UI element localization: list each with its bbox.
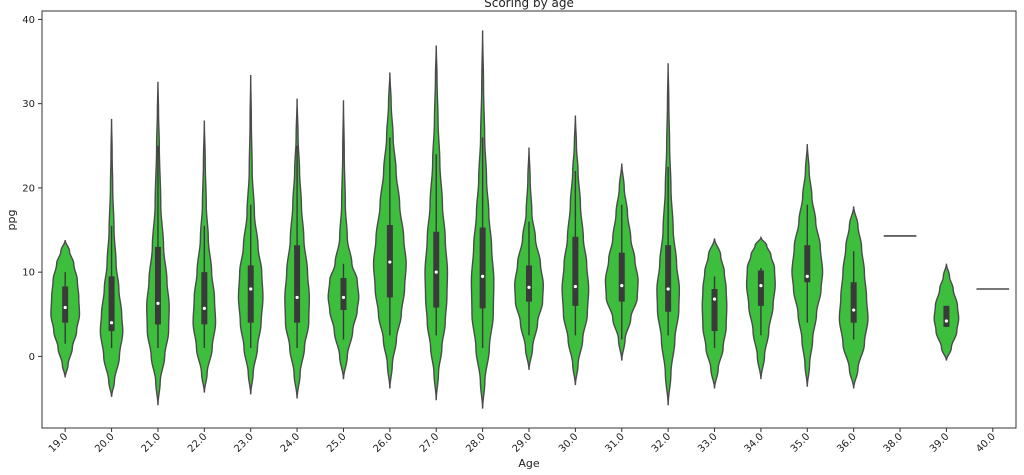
violin-median — [712, 297, 717, 301]
x-tick-label: 30.0 — [557, 431, 581, 455]
x-tick-label: 22.0 — [186, 431, 210, 455]
violin-iqr-box — [665, 245, 672, 312]
y-tick-label: 0 — [29, 352, 35, 363]
violin-median — [666, 287, 670, 291]
violin-32.0 — [656, 63, 681, 406]
violin-28.0 — [470, 30, 495, 409]
violin-median — [944, 319, 949, 323]
violin-35.0 — [791, 144, 824, 387]
violin-median — [481, 274, 485, 278]
x-tick-label: 34.0 — [743, 431, 767, 455]
x-tick-label: 40.0 — [974, 431, 998, 455]
violin-27.0 — [424, 45, 449, 401]
violin-iqr-box — [340, 278, 347, 311]
violin-median — [573, 284, 577, 289]
x-axis-label: Age — [518, 457, 540, 470]
violin-24.0 — [284, 98, 311, 399]
violin-median — [202, 306, 206, 310]
y-tick-label: 10 — [22, 268, 35, 279]
violin-median — [620, 284, 624, 288]
violin-median — [388, 260, 392, 264]
violin-33.0 — [701, 238, 728, 389]
x-tick-label: 29.0 — [511, 431, 535, 455]
violin-iqr-box — [711, 289, 718, 332]
violin-34.0 — [745, 235, 776, 380]
violin-19.0 — [50, 240, 81, 378]
violin-iqr-box — [108, 276, 115, 332]
y-axis-label: ppg — [5, 210, 18, 231]
x-tick-label: 38.0 — [882, 431, 906, 455]
violin-median — [109, 321, 114, 325]
violin-median — [249, 287, 253, 291]
plot-area — [50, 30, 1010, 409]
violin-median — [156, 301, 160, 305]
violin-iqr-box — [247, 265, 254, 323]
violin-iqr-box — [943, 305, 950, 327]
x-tick-label: 36.0 — [835, 431, 859, 455]
y-axis: 0 10 20 30 40 — [22, 15, 42, 363]
violin-iqr-box — [572, 236, 579, 306]
violin-iqr-box — [757, 270, 764, 306]
violin-body — [327, 100, 360, 380]
violin-iqr-box — [618, 252, 625, 302]
violin-median — [759, 284, 763, 288]
violin-median — [805, 274, 809, 278]
x-tick-label: 39.0 — [928, 431, 952, 455]
violin-median — [434, 270, 438, 274]
x-tick-label: 21.0 — [140, 431, 164, 455]
violin-iqr-box — [850, 282, 857, 323]
violin-29.0 — [514, 147, 544, 370]
violin-median — [527, 285, 531, 289]
violin-30.0 — [561, 115, 590, 386]
x-tick-label: 25.0 — [325, 431, 349, 455]
violin-iqr-box — [294, 245, 301, 323]
x-tick-label: 23.0 — [232, 431, 256, 455]
violin-iqr-box — [526, 265, 532, 302]
y-tick-label: 40 — [22, 15, 35, 26]
violin-20.0 — [99, 118, 124, 397]
violin-23.0 — [237, 75, 264, 395]
violin-iqr-box — [201, 272, 208, 325]
violin-22.0 — [192, 120, 217, 393]
violin-median — [852, 308, 856, 312]
x-tick-label: 35.0 — [789, 431, 813, 455]
violin-26.0 — [372, 72, 407, 389]
x-tick-label: 24.0 — [279, 431, 303, 455]
x-tick-label: 27.0 — [418, 431, 442, 455]
violin-31.0 — [604, 163, 639, 361]
chart-title: Scoring by age — [484, 0, 574, 10]
violin-21.0 — [146, 81, 170, 406]
violin-median — [295, 295, 299, 300]
violin-39.0 — [933, 263, 960, 361]
y-tick-label: 30 — [22, 99, 35, 110]
y-tick-label: 20 — [22, 183, 35, 194]
x-tick-label: 26.0 — [371, 431, 395, 455]
violin-25.0 — [327, 100, 360, 380]
x-tick-label: 28.0 — [464, 431, 488, 455]
violin-median — [341, 295, 346, 300]
violin-iqr-box — [62, 286, 69, 323]
violin-median — [63, 305, 67, 310]
x-axis: 19.0 20.0 21.0 22.0 23.0 24.0 25.0 26.0 27.0 28.0… — [47, 428, 998, 455]
violin-iqr-box — [479, 227, 486, 309]
violin-iqr-box — [154, 246, 161, 325]
x-tick-label: 31.0 — [603, 431, 627, 455]
x-tick-label: 20.0 — [93, 431, 117, 455]
x-tick-label: 33.0 — [696, 431, 720, 455]
x-tick-label: 32.0 — [650, 431, 674, 455]
violin-iqr-box — [804, 245, 811, 283]
violin-iqr-box — [433, 231, 440, 308]
x-tick-label: 19.0 — [47, 431, 71, 455]
violin-36.0 — [838, 206, 869, 389]
